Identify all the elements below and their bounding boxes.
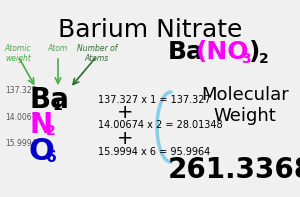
- Text: 6: 6: [46, 151, 57, 165]
- Text: +: +: [117, 102, 133, 122]
- Text: 3: 3: [241, 52, 250, 66]
- Text: Weight: Weight: [214, 107, 276, 125]
- Text: Molecular: Molecular: [201, 86, 289, 104]
- Text: 14.00674: 14.00674: [5, 112, 41, 122]
- Text: Barium Nitrate: Barium Nitrate: [58, 18, 242, 42]
- Text: 2: 2: [259, 52, 269, 66]
- Text: N: N: [30, 111, 53, 139]
- Text: +: +: [117, 128, 133, 148]
- Text: Number of
Atoms: Number of Atoms: [77, 44, 117, 63]
- Text: Atomic
weight: Atomic weight: [5, 44, 31, 63]
- Text: 15.9994 x 6 = 95.9964: 15.9994 x 6 = 95.9964: [98, 147, 210, 157]
- Text: 2: 2: [46, 124, 56, 138]
- Text: Ba: Ba: [30, 86, 70, 114]
- Text: O: O: [28, 138, 54, 166]
- Text: 261.33688: 261.33688: [168, 156, 300, 184]
- Text: 15.9994: 15.9994: [5, 138, 37, 148]
- Text: Atom: Atom: [48, 44, 68, 53]
- Text: 137.327 x 1 = 137.327: 137.327 x 1 = 137.327: [98, 95, 211, 105]
- Text: 14.00674 x 2 = 28.01348: 14.00674 x 2 = 28.01348: [98, 120, 223, 130]
- Text: (NO: (NO: [196, 40, 250, 64]
- Text: 137.327: 137.327: [5, 85, 36, 95]
- Text: ): ): [249, 40, 260, 64]
- Text: 1: 1: [52, 99, 62, 113]
- Text: Ba: Ba: [168, 40, 204, 64]
